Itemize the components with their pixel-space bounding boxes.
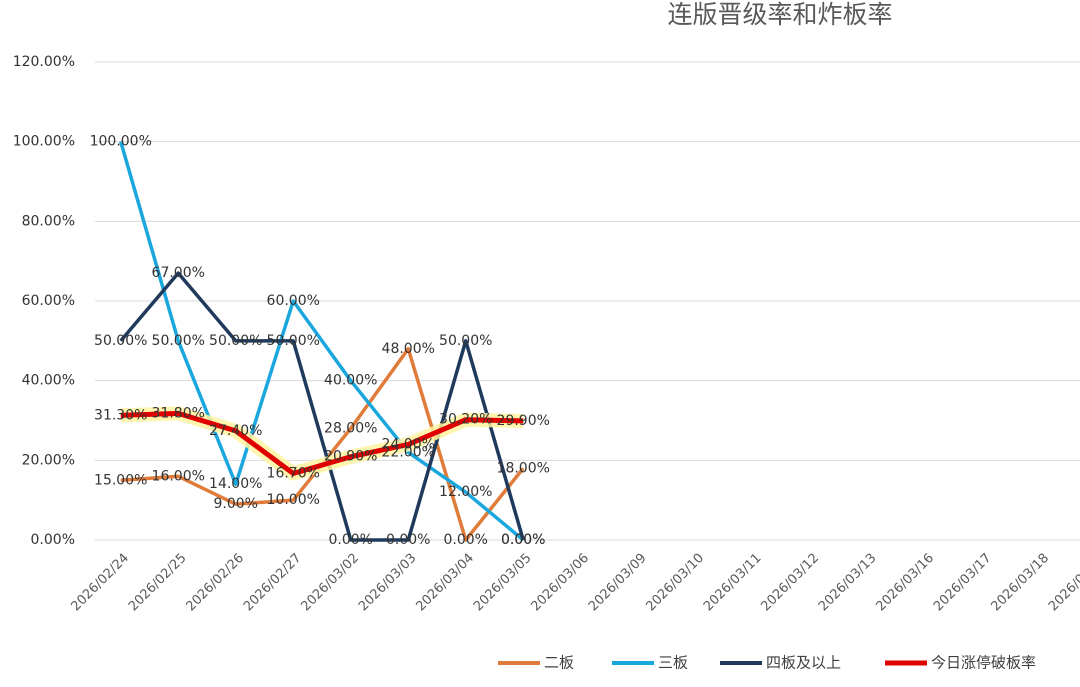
data-label: 0.00% [329, 532, 373, 548]
y-tick-label: 120.00% [13, 54, 75, 70]
data-label: 30.20% [439, 412, 492, 428]
data-label: 15.00% [94, 472, 147, 488]
x-tick-label: 2026/03/19 [1046, 551, 1080, 615]
data-label: 0.00% [386, 532, 430, 548]
x-tick-label: 2026/03/09 [586, 551, 650, 615]
x-tick-label: 2026/03/12 [758, 551, 822, 615]
y-tick-label: 0.00% [31, 532, 75, 548]
series-line [119, 141, 525, 542]
data-label: 14.00% [209, 476, 262, 492]
data-label: 29.90% [497, 413, 550, 429]
y-tick-label: 100.00% [13, 134, 75, 150]
x-tick-label: 2026/03/03 [356, 551, 420, 615]
series-line [120, 410, 524, 476]
data-label: 9.00% [214, 496, 258, 512]
legend-item: 今日涨停破板率 [885, 654, 1036, 672]
x-tick-label: 2026/02/26 [183, 551, 247, 615]
x-tick-label: 2026/02/27 [241, 551, 305, 615]
data-label: 22.00% [382, 444, 435, 460]
x-tick-label: 2026/03/18 [988, 551, 1052, 615]
data-label: 50.00% [94, 333, 147, 349]
data-label: 50.00% [152, 333, 205, 349]
x-tick-label: 2026/03/13 [816, 551, 880, 615]
data-label: 48.00% [382, 341, 435, 357]
data-label: 16.00% [152, 468, 205, 484]
x-tick-label: 2026/03/16 [873, 551, 937, 615]
x-tick-label: 2026/03/05 [471, 551, 535, 615]
data-label: 31.80% [152, 405, 205, 421]
legend-label: 今日涨停破板率 [931, 654, 1036, 672]
series-line [119, 271, 525, 542]
x-tick-label: 2026/02/25 [126, 551, 190, 615]
legend-label: 四板及以上 [766, 654, 841, 672]
data-label: 28.00% [324, 420, 377, 436]
legend-item: 二板 [498, 654, 574, 672]
data-label: 50.00% [439, 333, 492, 349]
data-label: 0.00% [501, 532, 545, 548]
y-tick-label: 80.00% [22, 213, 75, 229]
data-label: 16.70% [267, 465, 320, 481]
data-label: 50.00% [267, 333, 320, 349]
data-label: 24.00% [382, 436, 435, 452]
y-tick-label: 60.00% [22, 293, 75, 309]
data-label: 31.30% [94, 407, 147, 423]
x-tick-label: 2026/03/02 [298, 551, 362, 615]
x-tick-label: 2026/03/11 [701, 551, 765, 615]
x-tick-label: 2026/03/06 [528, 551, 592, 615]
data-label: 10.00% [267, 492, 320, 508]
data-label: 60.00% [267, 293, 320, 309]
data-label: 27.40% [209, 423, 262, 439]
data-label: 100.00% [90, 134, 152, 150]
data-label: 18.00% [497, 460, 550, 476]
data-label: 50.00% [209, 333, 262, 349]
x-tick-label: 2026/03/17 [931, 551, 995, 615]
legend-item: 四板及以上 [720, 654, 841, 672]
data-label: 20.90% [324, 449, 377, 465]
y-tick-label: 20.00% [22, 452, 75, 468]
x-tick-label: 2026/03/10 [643, 551, 707, 615]
data-label: 0.00% [444, 532, 488, 548]
data-label: 40.00% [324, 373, 377, 389]
data-label: 12.00% [439, 484, 492, 500]
x-tick-label: 2026/02/24 [68, 551, 132, 615]
x-tick-label: 2026/03/04 [413, 551, 477, 615]
chart-title: 连版晋级率和炸板率 [667, 0, 892, 29]
data-label: 0.00% [501, 532, 545, 548]
data-label: 67.00% [152, 265, 205, 281]
y-tick-label: 40.00% [22, 373, 75, 389]
legend-label: 三板 [658, 654, 688, 672]
legend-label: 二板 [544, 654, 574, 672]
legend-item: 三板 [612, 654, 688, 672]
